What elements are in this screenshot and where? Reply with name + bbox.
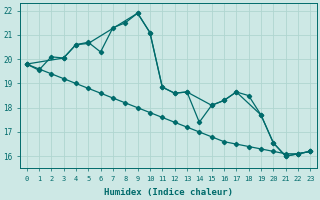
- X-axis label: Humidex (Indice chaleur): Humidex (Indice chaleur): [104, 188, 233, 197]
